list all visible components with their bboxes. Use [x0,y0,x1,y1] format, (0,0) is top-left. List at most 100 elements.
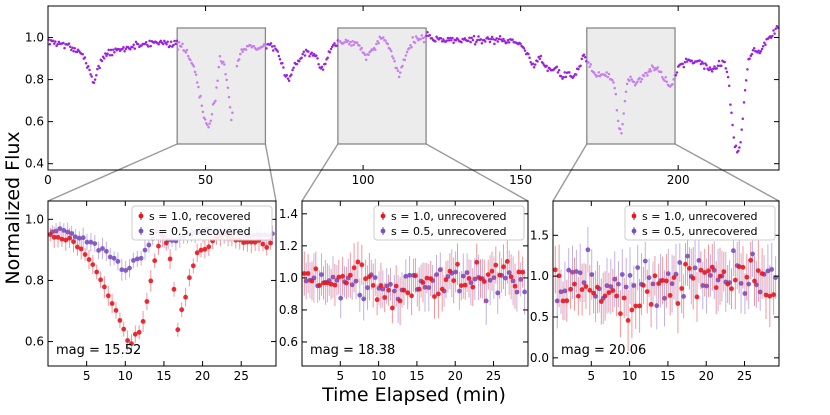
panel1-point [131,258,136,263]
light-curve-point [498,34,502,38]
panel1-point [102,284,107,290]
panel1-point [63,237,69,243]
light-curve-point [87,64,90,68]
panel3-point [679,286,685,291]
panel2-point [436,291,441,297]
light-curve-point [363,53,367,57]
light-curve-point [490,35,494,39]
light-curve-point [195,81,199,84]
light-curve-point [144,41,148,44]
panel3-point [633,303,639,309]
light-curve-point [468,36,471,40]
panel3-point [591,290,596,296]
light-curve-point [83,56,87,59]
panel3-point [763,292,769,298]
light-curve-point [176,48,180,51]
light-curve-point [303,54,307,57]
light-curve-point [129,48,132,51]
panel2-xtick-label: 20 [448,369,463,383]
panel2-point [464,270,470,275]
zoom-panel-3: 5 10 15 20 25 0.0 0.5 1.0 1.5 s = 1.0, unrecovere… [530,200,780,383]
light-curve-point [622,112,625,115]
panel3-point [574,269,579,274]
light-curve-point [240,48,243,51]
panel3-point [729,286,734,292]
panel2-point [359,262,365,268]
panel1-point [167,256,173,262]
panel1-point [86,257,92,262]
light-curve-point [630,78,633,81]
panel2-point [428,276,434,281]
panel2-point [344,280,349,286]
connector-line-1-right [264,143,277,202]
panel3-point [685,253,690,259]
panel2-point [413,273,418,279]
panel3-point [606,290,612,295]
light-curve-point [606,75,610,79]
light-curve-point [717,59,721,63]
panel3-point [754,282,759,288]
light-curve-point [746,68,749,71]
panel3-point [740,264,746,270]
panel3-point [769,267,775,272]
light-curve-point [189,58,192,62]
panel2-ytick-label: 1.2 [279,239,298,253]
panel3-point [709,264,715,270]
light-curve-point [428,34,432,37]
panel2-point [520,269,525,275]
light-curve-point [750,52,754,56]
panel1-ytick-label: 0.6 [25,335,44,349]
panel2-point [443,277,449,283]
light-curve-point [723,60,726,64]
light-curve-point [209,119,213,123]
light-curve-point [699,62,703,66]
panel2-point [355,259,361,265]
light-curve-point [645,72,648,75]
light-curve-point [374,48,377,51]
light-curve-point [110,53,114,57]
panel3-point [604,283,610,289]
light-curve-point [222,60,225,64]
panel1-point [90,262,96,267]
light-curve-point [328,51,332,54]
light-curve-point [172,43,175,47]
light-curve-point [376,39,379,43]
panel2-point [407,272,412,278]
light-curve-point [48,42,52,46]
panel1-point [171,286,177,292]
panel2-point [470,284,476,290]
panel1-xtick-label: 25 [234,369,249,383]
light-curve-point [739,141,742,144]
light-curve-point [471,38,475,42]
light-curve-point [224,72,227,76]
light-curve-point [133,47,137,50]
light-curve-point [742,101,746,104]
top-xtick-label: 200 [667,173,690,187]
panel1-point [148,278,154,284]
light-curve-point [377,42,380,45]
panel1-legend-label: s = 0.5, recovered [149,225,251,238]
panel3-point [656,281,662,286]
connector-line-2-right [425,143,529,202]
light-curve-point [132,43,135,47]
light-curve-point [218,55,222,58]
light-curve-point [404,54,408,57]
light-curve-point [572,75,576,78]
panel3-legend-marker [631,213,637,219]
panel1-point [82,252,88,257]
panel1-point [107,254,113,260]
light-curve-point [579,64,582,67]
light-curve-point [492,37,495,41]
top-frame [47,5,780,171]
light-curve-point [772,29,775,32]
light-curve-point [488,40,492,44]
light-curve-point [228,106,232,109]
connector-line-1-left [47,143,178,202]
light-curve-point [271,49,275,52]
panel3-point [560,298,566,304]
light-curve-point [452,41,455,44]
panel3-point [616,281,621,287]
light-curve-point [594,73,597,76]
light-curve-point [532,65,536,69]
panel2-ytick-label: 1.0 [279,271,298,285]
